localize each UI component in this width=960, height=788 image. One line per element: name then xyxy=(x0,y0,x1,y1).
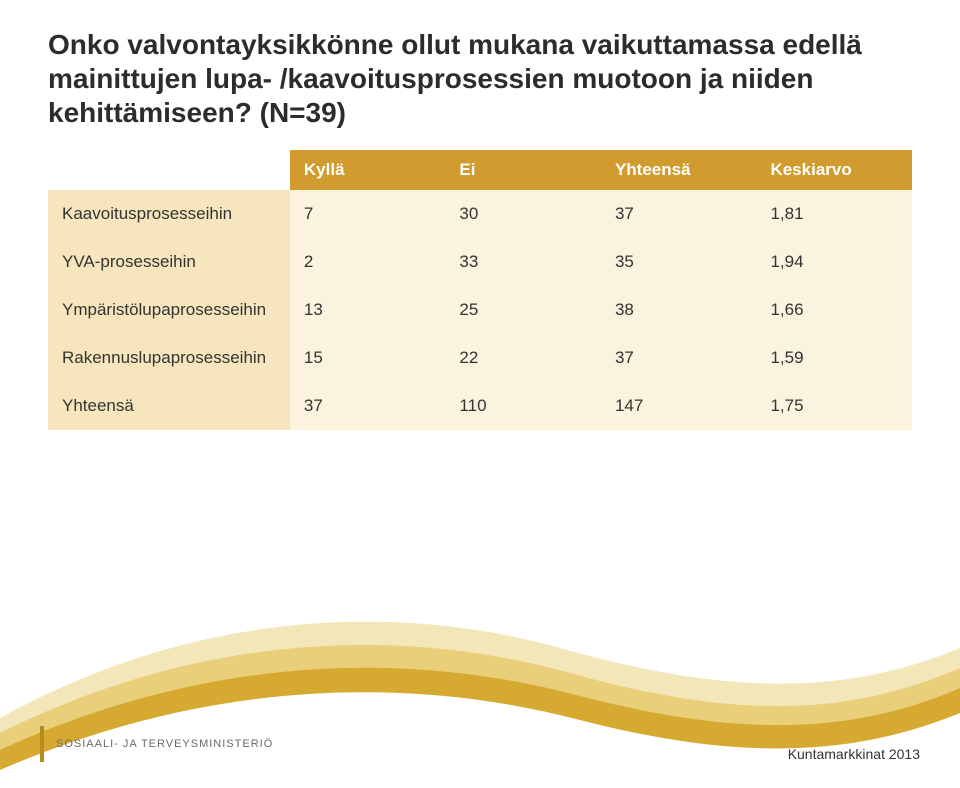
cell: 22 xyxy=(445,334,601,382)
cell: 35 xyxy=(601,238,757,286)
title-block: Onko valvontayksikkönne ollut mukana vai… xyxy=(0,0,960,150)
table-row: Ympäristölupaprosesseihin 13 25 38 1,66 xyxy=(48,286,912,334)
row-label: Yhteensä xyxy=(48,382,290,430)
slide-page: Onko valvontayksikkönne ollut mukana vai… xyxy=(0,0,960,788)
table-header-ei: Ei xyxy=(445,150,601,190)
cell: 37 xyxy=(290,382,446,430)
ministry-logo-bar xyxy=(40,726,44,762)
cell: 1,59 xyxy=(756,334,912,382)
table-row: Kaavoitusprosesseihin 7 30 37 1,81 xyxy=(48,190,912,238)
cell: 30 xyxy=(445,190,601,238)
data-table: Kyllä Ei Yhteensä Keskiarvo Kaavoituspro… xyxy=(48,150,912,430)
row-label: Kaavoitusprosesseihin xyxy=(48,190,290,238)
page-title: Onko valvontayksikkönne ollut mukana vai… xyxy=(48,28,912,130)
cell: 33 xyxy=(445,238,601,286)
cell: 110 xyxy=(445,382,601,430)
table-container: Kyllä Ei Yhteensä Keskiarvo Kaavoituspro… xyxy=(0,150,960,430)
cell: 1,66 xyxy=(756,286,912,334)
cell: 13 xyxy=(290,286,446,334)
table-row: YVA-prosesseihin 2 33 35 1,94 xyxy=(48,238,912,286)
cell: 15 xyxy=(290,334,446,382)
swoosh-light xyxy=(0,622,960,743)
cell: 37 xyxy=(601,334,757,382)
table-body: Kaavoitusprosesseihin 7 30 37 1,81 YVA-p… xyxy=(48,190,912,430)
table-header-yhteensa: Yhteensä xyxy=(601,150,757,190)
footer-left: SOSIAALI- JA TERVEYSMINISTERIÖ xyxy=(40,726,273,762)
footer-right: Kuntamarkkinat 2013 xyxy=(788,746,920,762)
cell: 25 xyxy=(445,286,601,334)
table-head: Kyllä Ei Yhteensä Keskiarvo xyxy=(48,150,912,190)
cell: 1,94 xyxy=(756,238,912,286)
table-header-kylla: Kyllä xyxy=(290,150,446,190)
cell: 1,81 xyxy=(756,190,912,238)
cell: 147 xyxy=(601,382,757,430)
table-header-keskiarvo: Keskiarvo xyxy=(756,150,912,190)
cell: 7 xyxy=(290,190,446,238)
table-row: Yhteensä 37 110 147 1,75 xyxy=(48,382,912,430)
cell: 38 xyxy=(601,286,757,334)
row-label: Rakennuslupaprosesseihin xyxy=(48,334,290,382)
table-row: Rakennuslupaprosesseihin 15 22 37 1,59 xyxy=(48,334,912,382)
row-label: YVA-prosesseihin xyxy=(48,238,290,286)
table-header-blank xyxy=(48,150,290,190)
ministry-name: SOSIAALI- JA TERVEYSMINISTERIÖ xyxy=(56,738,273,750)
cell: 37 xyxy=(601,190,757,238)
cell: 1,75 xyxy=(756,382,912,430)
cell: 2 xyxy=(290,238,446,286)
row-label: Ympäristölupaprosesseihin xyxy=(48,286,290,334)
